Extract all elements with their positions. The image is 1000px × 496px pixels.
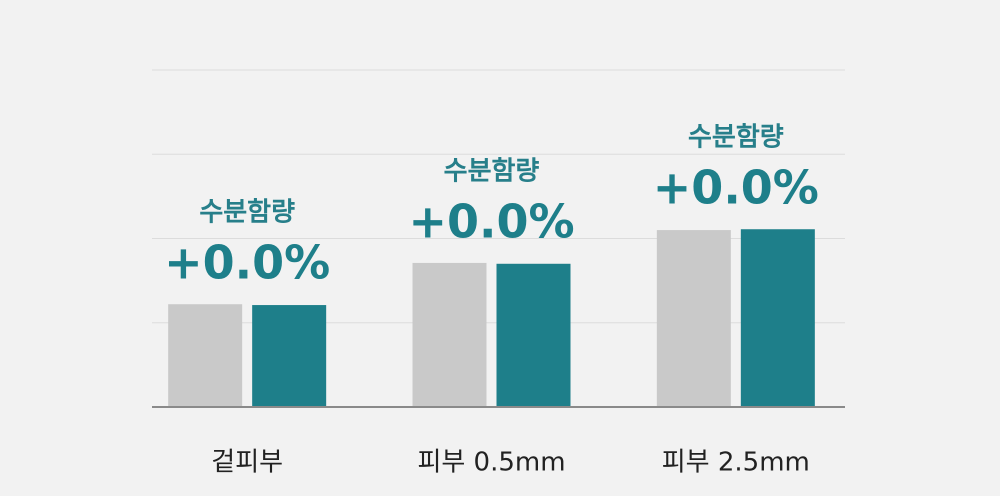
annotation-title: 수분함량: [444, 156, 540, 186]
annotation-title: 수분함량: [199, 198, 295, 228]
annotation-text: +0.0%: [408, 194, 574, 248]
annotation-text: +0.0%: [653, 161, 819, 215]
bar: [412, 262, 487, 407]
x-tick-label: 겉피부: [211, 448, 283, 478]
bar: [252, 305, 327, 407]
bar: [740, 229, 815, 407]
bar: [496, 263, 571, 407]
bar: [168, 304, 243, 407]
bar: [656, 230, 731, 407]
annotation-title: 수분함량: [688, 123, 784, 153]
x-tick-label: 피부 2.5mm: [662, 448, 810, 478]
x-tick-label: 피부 0.5mm: [417, 448, 565, 478]
annotation-text: +0.0%: [164, 236, 330, 290]
